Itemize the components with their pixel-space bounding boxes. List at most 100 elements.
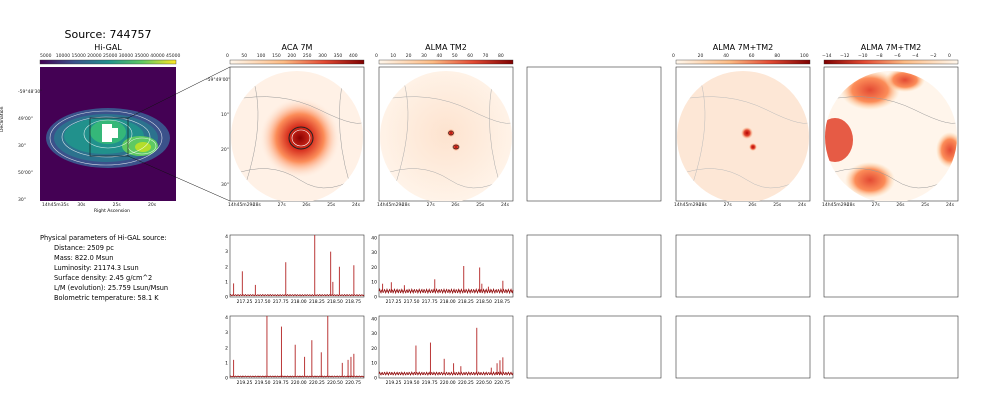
param-luminosity: Luminosity: 21174.3 Lsun	[54, 264, 139, 272]
higal-x-tick: 25s	[112, 203, 121, 208]
tm2-colorbar-tick: 30	[421, 54, 427, 59]
tm2-x-tick: 26s	[451, 203, 460, 208]
higal-x-tick: 14h45m35s	[42, 203, 69, 208]
higal-colorbar	[39, 59, 177, 65]
param-distance: Distance: 2509 pc	[54, 244, 114, 252]
spectrum-x-tick: 217.25	[237, 299, 253, 305]
param-tbol: Bolometric temperature: 58.1 K	[54, 294, 159, 302]
spectrum-x-tick: 219.25	[237, 380, 253, 386]
spectrum-frame	[229, 315, 365, 379]
higal-y-tick: 49'00"	[18, 117, 33, 122]
spectrum-x-tick: 218.75	[345, 299, 361, 305]
aca-x-tick: 27s	[277, 203, 286, 208]
spectrum-y-tick: 20	[371, 346, 377, 352]
spectrum-x-tick: 220.00	[291, 380, 307, 386]
higal-colorbar-tick: 20000	[87, 54, 102, 59]
spectrum-baseline	[378, 371, 514, 376]
tm2-x-tick: 25s	[476, 203, 485, 208]
combo-neg-x-tick: 25s	[921, 203, 930, 208]
spectrum-y-tick: 40	[371, 235, 377, 241]
spectrum-y-tick: 0	[374, 295, 377, 301]
combo-neg-colorbar-tick: −8	[876, 54, 883, 59]
combo-colorbar-tick: 80	[774, 54, 781, 59]
tm2-colorbar-tick: 60	[467, 54, 473, 59]
aca-image	[231, 71, 363, 201]
combo-neg-x-tick: 28s	[846, 203, 855, 208]
spectrum-y-tick: 2	[225, 345, 228, 351]
combo-neg-x-tick: 14h45m29s	[822, 203, 849, 208]
higal-colorbar-tick: 40000	[150, 54, 165, 59]
combo-x-tick: 26s	[748, 203, 757, 208]
combo-neg-x-tick: 26s	[896, 203, 905, 208]
spectrum-x-tick: 220.25	[309, 380, 325, 386]
higal-ylabel: Declination	[0, 106, 5, 132]
higal-colorbar-tick: 15000	[71, 54, 86, 59]
combo-neg-colorbar-tick: −12	[840, 54, 850, 59]
aca-title: ACA 7M	[281, 43, 313, 52]
combo-x-tick: 14h45m29s	[674, 203, 701, 208]
tm2-image	[380, 71, 512, 201]
spectrum-y-tick: 3	[225, 330, 228, 336]
combo-colorbar-tick: 40	[723, 54, 729, 59]
spectrum-y-tick: 10	[371, 280, 377, 286]
aca-colorbar-tick: 300	[318, 54, 327, 59]
combo-colorbar-tick: 20	[697, 54, 704, 59]
spectrum-x-tick: 219.75	[422, 380, 438, 386]
aca-colorbar-tick: 250	[302, 54, 312, 59]
aca-y-tick: 30"	[221, 183, 229, 188]
tm2-colorbar-tick: 70	[482, 54, 489, 59]
spectrum-frame	[229, 234, 365, 298]
param-mass: Mass: 822.0 Msun	[54, 254, 114, 262]
combo-title: ALMA 7M+TM2	[712, 43, 774, 52]
spectrum-y-tick: 1	[225, 360, 228, 366]
aca-colorbar-tick: 400	[349, 54, 358, 59]
source-title: Source: 744757	[64, 28, 152, 41]
higal-colorbar-tick: 10000	[55, 54, 71, 59]
spectrum-y-tick: 30	[371, 250, 377, 256]
spectrum-baseline	[229, 375, 365, 378]
higal-image	[40, 66, 231, 202]
image-panels	[39, 59, 959, 202]
tm2-x-tick: 27s	[426, 203, 435, 208]
combo-image	[677, 71, 809, 201]
spectrum-panel-3: 219.25 219.50 219.75 220.00 220.25 220.50 220.…	[225, 315, 365, 386]
spectrum-y-tick: 1	[225, 279, 228, 285]
empty-spectrum-frame	[675, 234, 811, 298]
aca-colorbar-tick: 100	[256, 54, 266, 59]
empty-spectrum-frame	[526, 234, 662, 298]
spectra-panels: 217.25 217.50 217.75 218.00 218.25 218.50 218.…	[225, 234, 959, 386]
tm2-x-tick: 24s	[501, 203, 510, 208]
combo-x-tick: 28s	[698, 203, 707, 208]
spectrum-x-tick: 218.75	[494, 299, 510, 305]
higal-colorbar-tick: 35000	[134, 54, 149, 59]
tm2-colorbar-tick: 50	[451, 54, 458, 59]
combo-neg-colorbar-tick: −2	[930, 54, 937, 59]
spectrum-y-tick: 4	[225, 234, 228, 240]
higal-x-tick: 30s	[77, 203, 86, 208]
aca-x-tick: 14h45m29s	[228, 203, 255, 208]
spectrum-panel-4: 219.25 219.50 219.75 220.00 220.25 220.50 220.…	[371, 315, 514, 386]
tm2-x-tick: 28s	[401, 203, 410, 208]
higal-x-tick: 20s	[148, 203, 157, 208]
params-heading: Physical parameters of Hi-GAL source:	[40, 234, 167, 242]
combo-neg-colorbar-tick: −14	[822, 54, 832, 59]
spectrum-x-tick: 218.25	[458, 299, 474, 305]
aca-y-tick: -59°49'00"	[206, 78, 231, 83]
aca-colorbar-tick: 350	[333, 54, 343, 59]
spectrum-x-tick: 220.75	[494, 380, 510, 386]
empty-spectrum-frame	[823, 234, 959, 298]
empty-panel-1	[526, 66, 662, 202]
spectrum-x-tick: 219.50	[404, 380, 420, 386]
aca-y-tick: 10"	[221, 113, 229, 118]
spectrum-x-tick: 220.50	[476, 380, 492, 386]
spectrum-x-tick: 217.25	[386, 299, 402, 305]
aca-x-tick: 26s	[302, 203, 311, 208]
spectrum-x-tick: 217.50	[255, 299, 271, 305]
spectrum-x-tick: 220.25	[458, 380, 474, 386]
combo-colorbar-tick: 0	[672, 54, 675, 59]
combo-x-tick: 27s	[723, 203, 732, 208]
param-lm: L/M (evolution): 25.759 Lsun/Msun	[54, 284, 169, 292]
spectrum-x-tick: 218.25	[309, 299, 325, 305]
higal-y-tick: -59°48'30"	[18, 90, 43, 95]
spectrum-x-tick: 219.50	[255, 380, 271, 386]
